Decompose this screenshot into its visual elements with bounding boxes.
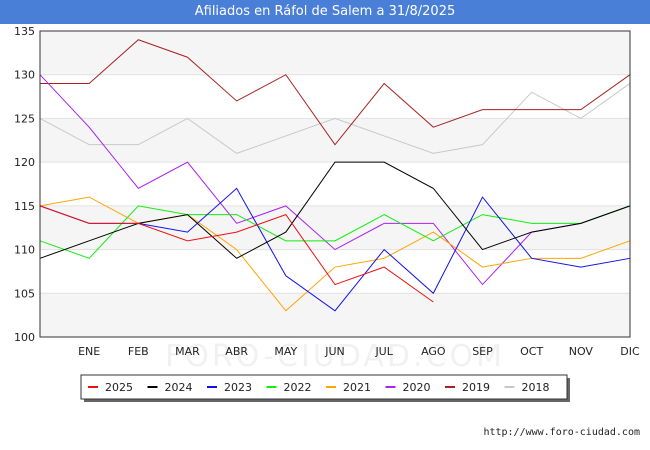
x-tick-label: JUN bbox=[324, 345, 345, 358]
legend-label: 2020 bbox=[403, 381, 431, 394]
chart-title: Afiliados en Ráfol de Salem a 31/8/2025 bbox=[194, 4, 456, 19]
source-credit: http://www.foro-ciudad.com bbox=[483, 427, 640, 438]
legend-label: 2021 bbox=[343, 381, 371, 394]
x-axis-ticks: ENE FEB MAR ABR MAY JUN JUL AGO SEP OCT NOV DIC bbox=[78, 345, 640, 358]
x-tick-label: FEB bbox=[128, 345, 149, 358]
title-bar bbox=[0, 0, 650, 24]
x-tick-label: ENE bbox=[78, 345, 100, 358]
watermark: FORO-CIUDAD.COM bbox=[165, 339, 505, 374]
legend-label: 2025 bbox=[105, 381, 133, 394]
x-tick-label: MAY bbox=[274, 345, 297, 358]
legend-label: 2018 bbox=[522, 381, 550, 394]
grid-band bbox=[40, 118, 630, 163]
x-tick-label: DIC bbox=[620, 345, 640, 358]
legend-label: 2024 bbox=[165, 381, 193, 394]
x-tick-label: NOV bbox=[569, 345, 594, 358]
series-line-2022 bbox=[39, 205, 631, 259]
legend-label: 2023 bbox=[224, 381, 252, 394]
legend: 2025 2024 2023 2022 2021 2020 2019 2018 bbox=[80, 374, 570, 402]
legend-box bbox=[80, 374, 568, 400]
series-line-2019 bbox=[40, 39, 631, 146]
grid-bands bbox=[40, 31, 630, 337]
grid-band bbox=[40, 162, 630, 206]
legend-label: 2022 bbox=[284, 381, 312, 394]
y-tick-label: 125 bbox=[14, 112, 35, 125]
y-tick-label: 135 bbox=[14, 25, 35, 38]
y-tick-label: 130 bbox=[14, 69, 35, 82]
line-chart: FORO-CIUDAD.COM 100 105 110 115 120 125 130 135… bbox=[14, 25, 640, 402]
plot-border bbox=[39, 30, 631, 338]
x-tick-label: OCT bbox=[520, 345, 543, 358]
x-tick-label: AGO bbox=[421, 345, 446, 358]
y-tick-label: 110 bbox=[14, 244, 35, 257]
x-tick-label: ABR bbox=[225, 345, 248, 358]
x-tick-label: MAR bbox=[175, 345, 200, 358]
series-layer bbox=[39, 39, 631, 312]
x-tick-label: SEP bbox=[472, 345, 493, 358]
y-tick-label: 115 bbox=[14, 200, 35, 213]
series-line-2018 bbox=[39, 83, 631, 154]
y-tick-label: 105 bbox=[14, 287, 35, 300]
series-line-2025 bbox=[39, 205, 434, 303]
legend-label: 2019 bbox=[462, 381, 490, 394]
grid-band bbox=[40, 74, 630, 119]
grid-band bbox=[40, 31, 630, 75]
y-tick-label: 120 bbox=[14, 156, 35, 169]
y-axis-ticks: 100 105 110 115 120 125 130 135 bbox=[14, 25, 35, 344]
y-tick-label: 100 bbox=[14, 331, 35, 344]
x-tick-label: JUL bbox=[374, 345, 393, 358]
grid-band bbox=[40, 205, 630, 250]
grid-band bbox=[40, 249, 630, 294]
grid-band bbox=[40, 293, 630, 337]
